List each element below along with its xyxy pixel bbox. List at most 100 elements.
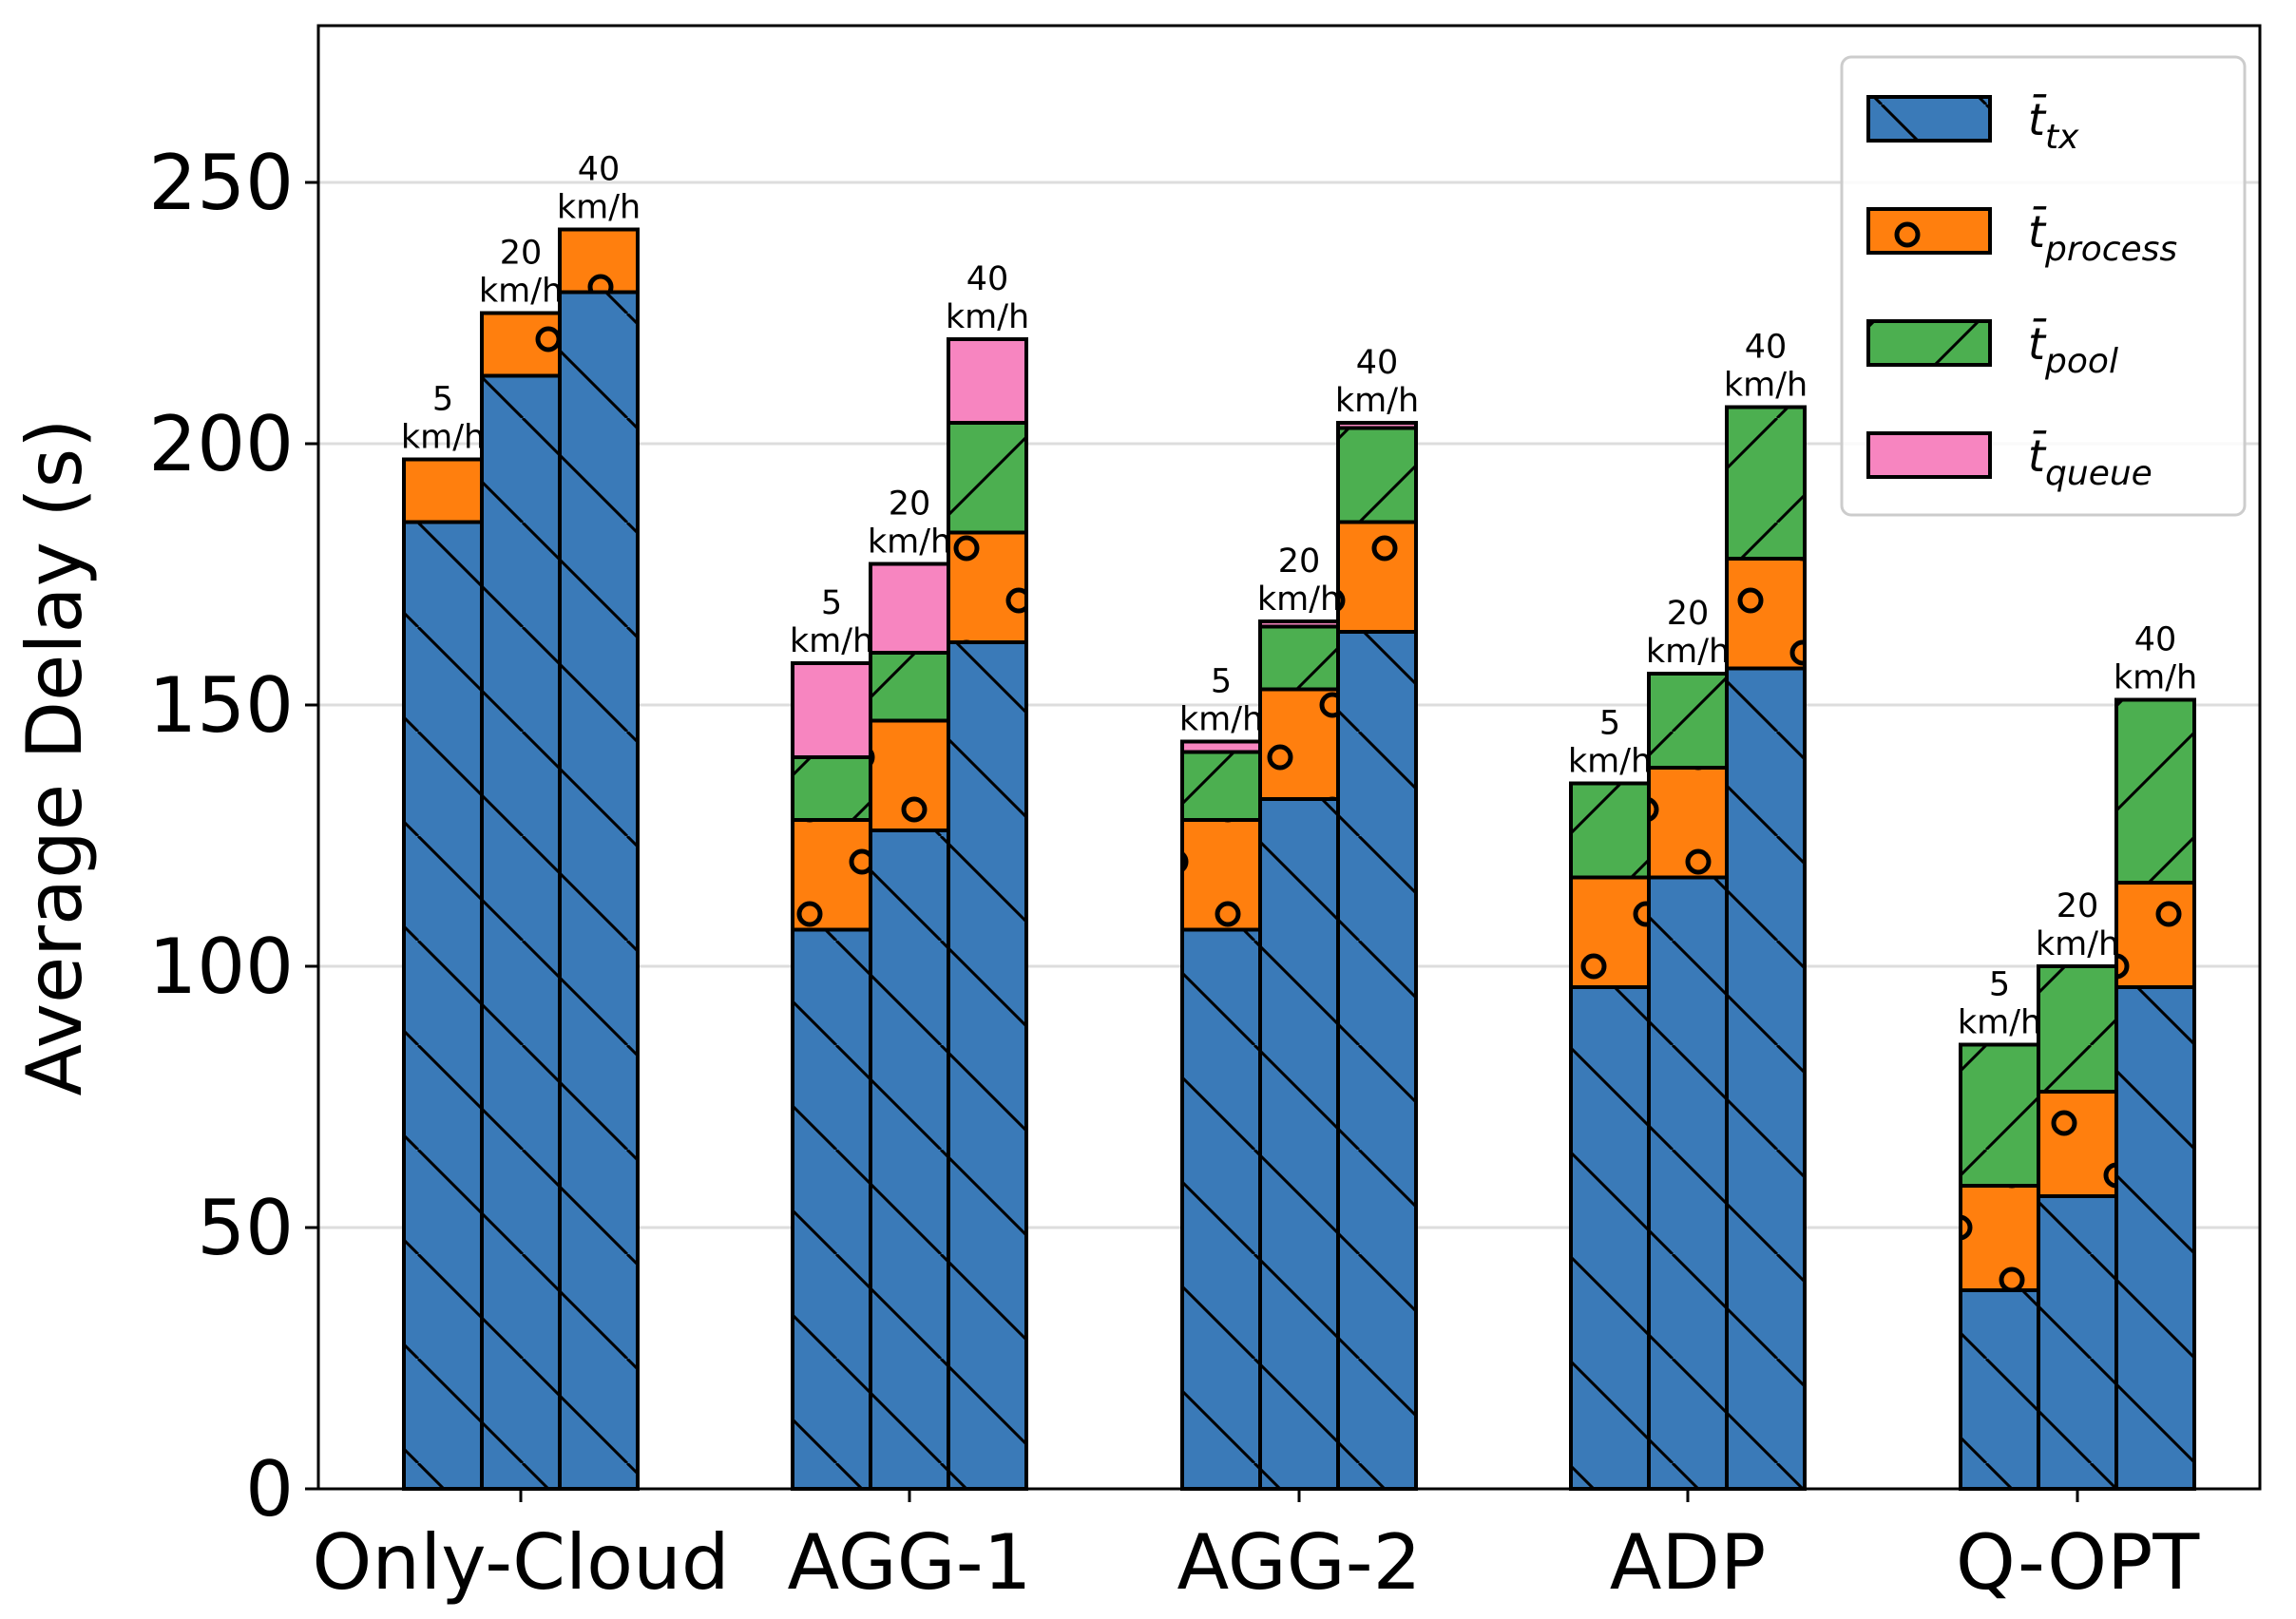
speed-label-unit: km/h (1179, 701, 1263, 739)
bar-hatch-pool (2116, 699, 2194, 883)
bar-hatch-process (1961, 1186, 2038, 1290)
legend-swatch-outline-tx (1866, 95, 1992, 143)
bars (402, 227, 2196, 1491)
bar-hatch-tx (1338, 632, 1416, 1489)
bar-hatch-pool (1727, 407, 1805, 559)
bar-hatch-tx (482, 375, 560, 1489)
bar-hatch-process (1260, 689, 1338, 799)
speed-label-value: 20 (2057, 887, 2099, 925)
legend-label-base: t̄ (2028, 318, 2047, 370)
bar-outline-queue (1336, 421, 1418, 430)
y-axis-label: Average Delay (s) (10, 419, 99, 1096)
legend-box (1840, 55, 2247, 517)
speed-label-value: 5 (1211, 663, 1232, 701)
x-tick-label: Q-OPT (1956, 1518, 2201, 1607)
bar-hatch-tx (2038, 1196, 2116, 1489)
y-tick-label: 200 (148, 400, 294, 488)
bar-segment-queue (948, 339, 1026, 423)
bar-hatch-tx (871, 830, 948, 1489)
x-tick-label: ADP (1610, 1518, 1767, 1607)
bar-labels: 5km/h20km/h40km/h5km/h20km/h40km/h5km/h2… (401, 151, 2197, 1042)
x-tick-label: Only-Cloud (312, 1518, 729, 1607)
bar-hatch-pool (1182, 752, 1260, 820)
legend-label-subscript: pool (2044, 342, 2118, 381)
bar-segment-queue (871, 563, 948, 653)
speed-label-value: 5 (432, 381, 453, 419)
legend-swatch-hatch-process (1868, 209, 1990, 253)
legend-label-process: t̄process (2028, 206, 2177, 269)
speed-label-unit: km/h (2114, 659, 2197, 697)
bar-hatch-pool (1571, 783, 1649, 878)
legend-label-pool: t̄pool (2028, 318, 2118, 381)
bar-outline-process (558, 227, 640, 295)
speed-label-value: 40 (578, 151, 621, 189)
speed-label-unit: km/h (479, 273, 563, 311)
speed-label-value: 40 (966, 260, 1009, 298)
bar-hatch-process (2116, 883, 2194, 987)
legend-label-subscript: tx (2045, 118, 2079, 157)
legend-label-tx: t̄tx (2028, 94, 2079, 157)
x-tick-label: AGG-2 (1177, 1518, 1421, 1607)
axes: Only-Cloud AGG-1 AGG-2 ADP Q-OPT 0 50 100 150 200… (10, 24, 2262, 1607)
bar-hatch-process (404, 459, 482, 523)
bar-hatch-pool (1961, 1044, 2038, 1186)
y-tick-label: 50 (197, 1184, 294, 1272)
bar-hatch-tx (560, 292, 638, 1489)
bar-hatch-process (793, 820, 871, 930)
bar-hatch-process (1727, 559, 1805, 669)
bar-outline-pool (1725, 405, 1807, 561)
bar-hatch-process (2038, 1092, 2116, 1196)
bar-hatch-tx (1727, 668, 1805, 1489)
bar-segment-queue (1338, 423, 1416, 429)
bar-hatch-tx (1571, 987, 1649, 1489)
bar-segment-queue (1182, 741, 1260, 752)
legend-swatch-outline-pool (1866, 319, 1992, 367)
bar-outline-pool (2114, 697, 2196, 885)
bar-hatch-pool (1338, 428, 1416, 523)
speed-label-value: 20 (1278, 543, 1321, 581)
bar-hatch-process (1571, 877, 1649, 987)
bar-outline-queue (947, 337, 1028, 425)
speed-label-value: 20 (889, 486, 931, 524)
bar-hatch-tx (948, 642, 1026, 1489)
speed-label-unit: km/h (1257, 581, 1341, 619)
speed-label-value: 40 (1745, 329, 1788, 367)
plot-frame (316, 24, 2262, 1491)
bar-hatch-tx (404, 522, 482, 1489)
speed-label-unit: km/h (2036, 925, 2119, 963)
x-tick-label: AGG-1 (787, 1518, 1031, 1607)
bar-hatch-tx (793, 929, 871, 1489)
legend-label-base: t̄ (2028, 94, 2047, 145)
speed-label-value: 20 (500, 235, 543, 273)
bar-hatch-process (1649, 768, 1727, 878)
speed-label-unit: km/h (1958, 1004, 2041, 1042)
bar-hatch-process (1338, 522, 1416, 632)
bar-hatch-pool (2038, 966, 2116, 1092)
legend-swatch-queue (1868, 433, 1990, 477)
speed-label-unit: km/h (868, 524, 951, 562)
bar-hatch-process (482, 313, 560, 376)
bar-hatch-tx (1260, 799, 1338, 1489)
speed-label-value: 5 (821, 584, 842, 622)
y-tick-label: 0 (245, 1445, 294, 1533)
bar-hatch-tx (1182, 929, 1260, 1489)
legend-label-queue: t̄queue (2028, 430, 2152, 493)
bar-hatch-tx (2116, 987, 2194, 1489)
y-tick-label: 150 (148, 661, 294, 750)
legend-label-base: t̄ (2028, 430, 2047, 482)
bar-hatch-process (871, 720, 948, 830)
speed-label-unit: km/h (1568, 743, 1652, 781)
speed-label-unit: km/h (1646, 633, 1730, 671)
speed-label-unit: km/h (1335, 382, 1419, 420)
legend-swatch-outline-process (1866, 207, 1992, 255)
legend-label-base: t̄ (2028, 206, 2047, 257)
speed-label-unit: km/h (790, 622, 873, 660)
speed-label-unit: km/h (401, 419, 485, 457)
bar-hatch-process (948, 532, 1026, 642)
speed-label-unit: km/h (946, 298, 1029, 336)
bar-hatch-pool (1260, 626, 1338, 690)
bar-segment-queue (1260, 621, 1338, 627)
bar-hatch-tx (1649, 877, 1727, 1489)
